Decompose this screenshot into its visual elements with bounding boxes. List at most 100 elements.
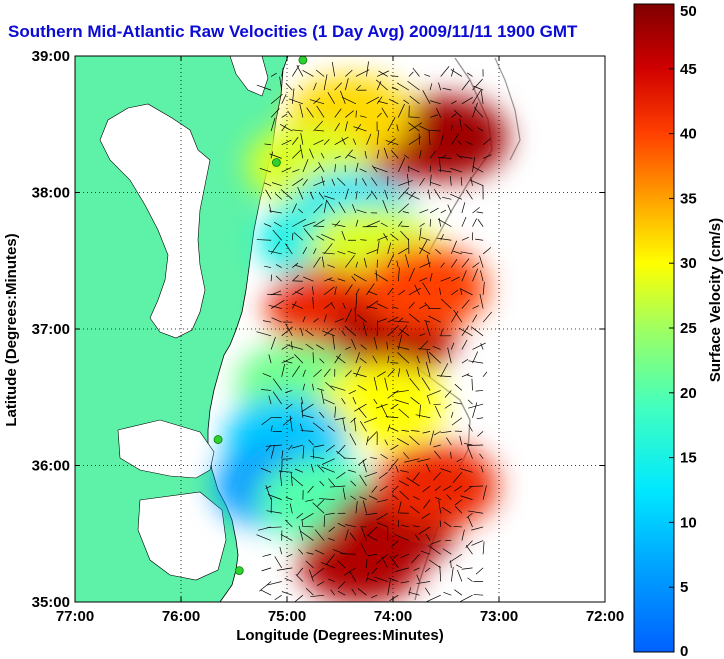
velocity-vector bbox=[313, 444, 325, 448]
velocity-vector bbox=[450, 567, 454, 582]
velocity-vector bbox=[355, 261, 358, 268]
velocity-vector bbox=[480, 270, 484, 282]
velocity-vector bbox=[461, 236, 469, 241]
velocity-vector bbox=[361, 527, 367, 541]
velocity-vector bbox=[310, 455, 325, 460]
velocity-vector bbox=[359, 357, 367, 364]
velocity-vector bbox=[376, 553, 388, 564]
velocity-vector bbox=[313, 248, 317, 255]
velocity-vector bbox=[426, 350, 431, 364]
velocity-vector bbox=[304, 329, 314, 337]
velocity-vector bbox=[331, 178, 336, 186]
velocity-vector bbox=[311, 286, 314, 295]
velocity-vector bbox=[336, 472, 346, 479]
velocity-vector bbox=[321, 233, 335, 241]
velocity-vector bbox=[387, 117, 396, 132]
velocity-vector bbox=[366, 283, 375, 296]
velocity-vector bbox=[382, 199, 389, 214]
velocity-vector bbox=[396, 260, 399, 268]
velocity-vector bbox=[355, 85, 361, 91]
velocity-vector bbox=[327, 425, 335, 432]
velocity-vector bbox=[334, 406, 337, 418]
velocity-vector bbox=[388, 98, 399, 105]
velocity-vector bbox=[266, 510, 282, 514]
velocity-vector bbox=[323, 200, 327, 214]
velocity-vector bbox=[461, 339, 468, 350]
velocity-vector bbox=[270, 445, 275, 459]
velocity-vector bbox=[482, 138, 491, 145]
velocity-vector bbox=[366, 249, 379, 255]
velocity-vector bbox=[456, 458, 463, 463]
velocity-vector bbox=[450, 411, 454, 418]
velocity-vector bbox=[288, 444, 293, 451]
velocity-vector bbox=[295, 264, 304, 268]
velocity-vector bbox=[480, 343, 484, 350]
velocity-vector bbox=[453, 309, 463, 323]
velocity-vector bbox=[376, 522, 388, 528]
velocity-vector bbox=[473, 85, 484, 91]
velocity-vector bbox=[319, 192, 325, 200]
colorbar-tick-label: 35 bbox=[680, 190, 697, 207]
velocity-vector bbox=[403, 452, 410, 459]
velocity-vector bbox=[281, 450, 284, 459]
velocity-vector bbox=[451, 259, 458, 268]
velocity-vector bbox=[325, 444, 335, 452]
velocity-vector bbox=[455, 564, 463, 569]
velocity-vector bbox=[385, 140, 399, 146]
velocity-vector bbox=[418, 348, 431, 350]
velocity-vector bbox=[285, 390, 293, 393]
velocity-vector bbox=[260, 589, 272, 596]
velocity-vector bbox=[350, 417, 357, 423]
velocity-vector bbox=[461, 373, 470, 378]
velocity-vector bbox=[321, 256, 325, 268]
velocity-vector bbox=[367, 290, 378, 296]
velocity-vector bbox=[394, 399, 410, 405]
velocity-vector bbox=[396, 438, 410, 446]
velocity-vector bbox=[451, 289, 459, 296]
velocity-vector bbox=[374, 272, 388, 282]
colorbar-tick-label: 0 bbox=[680, 643, 688, 659]
velocity-vector bbox=[355, 366, 361, 377]
velocity-vector bbox=[302, 369, 306, 377]
velocity-vector bbox=[341, 230, 346, 241]
velocity-vector bbox=[272, 229, 282, 241]
velocity-vector bbox=[313, 82, 317, 91]
velocity-vector bbox=[316, 105, 325, 118]
velocity-vector bbox=[261, 567, 272, 572]
velocity-vector bbox=[439, 287, 442, 295]
x-tick-label: 76:00 bbox=[162, 608, 200, 625]
velocity-vector bbox=[440, 468, 452, 473]
velocity-vector bbox=[280, 189, 293, 200]
velocity-vector bbox=[334, 122, 340, 132]
velocity-vector bbox=[371, 485, 378, 493]
velocity-vector bbox=[426, 394, 431, 405]
velocity-vector bbox=[338, 201, 346, 214]
velocity-vector bbox=[337, 590, 346, 596]
velocity-vector bbox=[466, 513, 473, 519]
velocity-vector bbox=[345, 370, 352, 378]
velocity-vector bbox=[366, 577, 378, 582]
velocity-vector bbox=[366, 572, 369, 582]
velocity-vector bbox=[465, 141, 473, 146]
velocity-vector bbox=[452, 472, 463, 484]
station-marker bbox=[298, 56, 308, 65]
velocity-vector bbox=[482, 371, 488, 377]
velocity-vector bbox=[459, 435, 463, 446]
velocity-vector bbox=[376, 303, 388, 309]
x-tick-label: 77:00 bbox=[56, 608, 94, 625]
velocity-vector bbox=[383, 233, 388, 241]
velocity-vector bbox=[323, 243, 333, 255]
velocity-vector bbox=[300, 530, 314, 541]
velocity-vector bbox=[475, 390, 484, 392]
velocity-vector bbox=[416, 355, 420, 364]
velocity-vector bbox=[466, 374, 473, 378]
velocity-vector bbox=[421, 512, 431, 519]
station-marker bbox=[213, 435, 223, 444]
velocity-vector bbox=[348, 154, 357, 159]
velocity-vector bbox=[321, 176, 325, 186]
velocity-vector bbox=[291, 341, 293, 350]
velocity-vector bbox=[363, 258, 367, 268]
velocity-vector bbox=[385, 416, 399, 419]
velocity-vector bbox=[316, 235, 325, 241]
velocity-vector bbox=[281, 363, 286, 377]
